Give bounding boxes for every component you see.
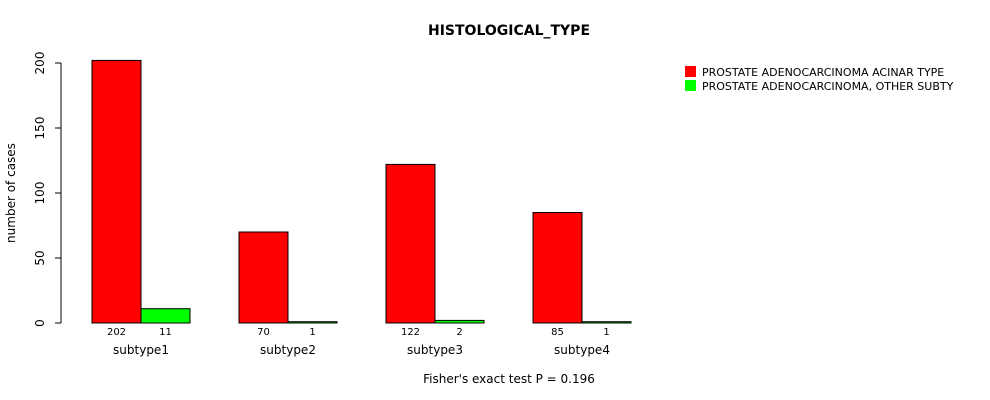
bar-subtype4-series-2	[581, 321, 632, 324]
legend-swatch	[685, 80, 696, 91]
category-label-subtype1: subtype1	[113, 343, 169, 357]
bar-subtype2-series-2	[287, 321, 338, 324]
legend-entry: PROSTATE ADENOCARCINOMA, OTHER SUBTY	[702, 80, 954, 93]
bar-subtype3-series-1	[385, 163, 436, 324]
value-label: 202	[107, 327, 126, 338]
bar-subtype1-series-2	[140, 308, 191, 324]
y-axis-label: number of cases	[4, 143, 18, 243]
value-label: 2	[456, 327, 462, 338]
category-label-subtype2: subtype2	[260, 343, 316, 357]
y-tick-label: 100	[33, 182, 47, 205]
value-label: 1	[309, 327, 315, 338]
category-label-subtype4: subtype4	[554, 343, 610, 357]
legend: PROSTATE ADENOCARCINOMA ACINAR TYPEPROST…	[685, 66, 954, 93]
y-tick-label: 200	[33, 52, 47, 75]
y-axis: 0 50 100 150 200	[33, 52, 62, 327]
bar-subtype3-series-2	[434, 319, 485, 324]
value-labels-group: 202 11 70 1 122 2 85 1	[107, 327, 610, 338]
value-label: 85	[551, 327, 564, 338]
value-label: 122	[401, 327, 420, 338]
value-label: 70	[257, 327, 270, 338]
bars-group	[91, 59, 632, 324]
legend-entry: PROSTATE ADENOCARCINOMA ACINAR TYPE	[702, 66, 944, 79]
bar-subtype2-series-1	[238, 231, 289, 324]
legend-swatch	[685, 66, 696, 77]
category-labels-group: subtype1 subtype2 subtype3 subtype4	[113, 343, 610, 357]
fisher-test-annotation: Fisher's exact test P = 0.196	[423, 372, 595, 386]
y-tick-label: 150	[33, 117, 47, 140]
bar-subtype4-series-1	[532, 212, 583, 324]
y-tick-label: 50	[33, 250, 47, 265]
bar-subtype1-series-1	[91, 59, 142, 324]
category-label-subtype3: subtype3	[407, 343, 463, 357]
chart-title: HISTOLOGICAL_TYPE	[428, 23, 590, 39]
y-tick-label: 0	[33, 319, 47, 327]
value-label: 11	[159, 327, 172, 338]
value-label: 1	[603, 327, 609, 338]
